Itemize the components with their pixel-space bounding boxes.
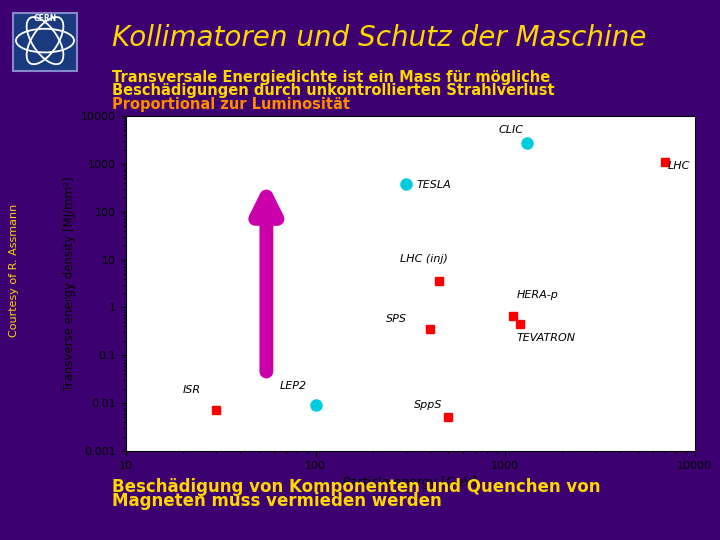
- Text: Beschädigungen durch unkontrollierten Strahlverlust: Beschädigungen durch unkontrollierten St…: [112, 83, 554, 98]
- Text: CERN: CERN: [33, 14, 57, 23]
- Y-axis label: Transverse energy density [MJ/mm²]: Transverse energy density [MJ/mm²]: [63, 176, 76, 391]
- Text: LHC (inj): LHC (inj): [400, 254, 449, 264]
- Text: Beschädigung von Komponenten und Quenchen von: Beschädigung von Komponenten und Quenche…: [112, 478, 600, 496]
- Text: ISR: ISR: [183, 384, 201, 395]
- Text: Magneten muss vermieden werden: Magneten muss vermieden werden: [112, 492, 441, 510]
- Text: Proportional zur Luminosität: Proportional zur Luminosität: [112, 97, 350, 112]
- Text: SppS: SppS: [414, 401, 442, 410]
- Text: TEVATRON: TEVATRON: [517, 333, 576, 343]
- Text: HERA-p: HERA-p: [517, 291, 559, 300]
- Text: LHC: LHC: [667, 161, 690, 171]
- Text: LEP2: LEP2: [280, 381, 307, 391]
- Text: Courtesy of R. Assmann: Courtesy of R. Assmann: [9, 204, 19, 336]
- Text: SPS: SPS: [386, 314, 407, 324]
- Text: TESLA: TESLA: [416, 180, 451, 190]
- Text: CLIC: CLIC: [498, 125, 523, 135]
- X-axis label: Particle energy [GeV]: Particle energy [GeV]: [343, 476, 477, 489]
- Text: Transversale Energiedichte ist ein Mass für mögliche: Transversale Energiedichte ist ein Mass …: [112, 70, 550, 85]
- Text: Kollimatoren und Schutz der Maschine: Kollimatoren und Schutz der Maschine: [112, 24, 646, 52]
- FancyBboxPatch shape: [13, 12, 77, 71]
